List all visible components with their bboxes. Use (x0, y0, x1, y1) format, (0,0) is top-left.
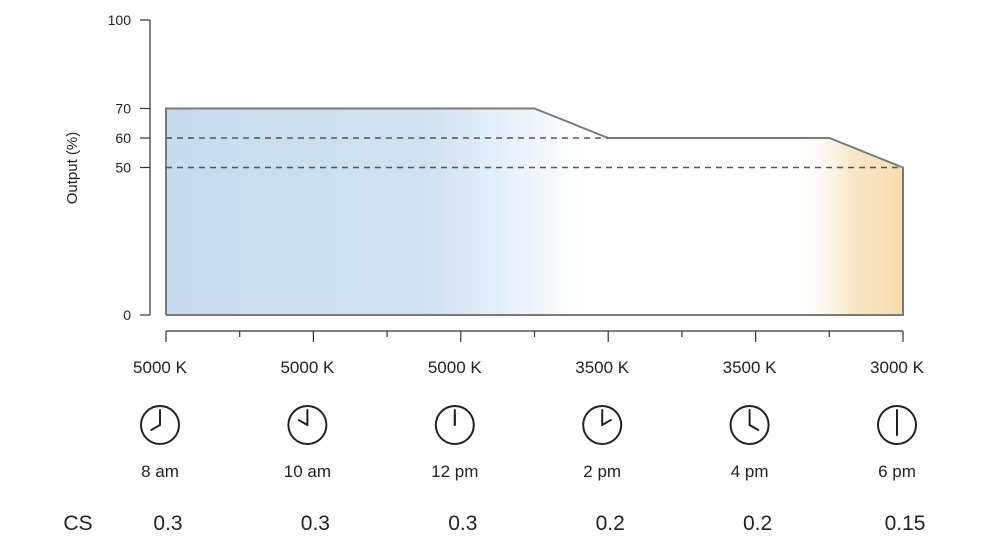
cs-value: 0.3 (448, 512, 477, 535)
clock-hour-hand (150, 424, 161, 431)
y-axis-label: Output (%) (64, 132, 81, 205)
cs-value: 0.15 (885, 512, 926, 535)
time-label: 4 pm (731, 462, 769, 481)
clock-hour-hand (748, 424, 760, 431)
time-label: 10 am (284, 462, 331, 481)
x-tick-label: 3500 K (723, 358, 778, 377)
cs-value: 0.3 (301, 512, 330, 535)
clock-icon (729, 405, 770, 445)
output-area-outline (165, 107, 904, 316)
clock-icon (140, 405, 180, 445)
x-tick-label: 5000 K (280, 358, 335, 377)
output-area-fill (166, 108, 903, 315)
cs-value: 0.2 (596, 512, 625, 535)
time-label: 12 pm (431, 462, 478, 481)
y-tick-label: 70 (115, 101, 131, 117)
time-label: 2 pm (583, 462, 621, 481)
clock-icon (877, 405, 917, 445)
time-label: 8 am (141, 462, 179, 481)
clock-icon (434, 405, 475, 445)
y-tick-label: 100 (108, 12, 132, 28)
x-tick-label: 5000 K (428, 358, 483, 377)
cs-value: 0.2 (743, 512, 772, 535)
x-tick-label: 3000 K (870, 358, 925, 377)
cs-value: 0.3 (153, 512, 182, 535)
clock-icon (287, 405, 328, 445)
clock-icon (582, 405, 623, 445)
clock-hour-hand (601, 419, 612, 426)
y-tick-label: 60 (115, 130, 131, 146)
clock-hour-hand (297, 419, 309, 426)
time-label: 6 pm (878, 462, 916, 481)
x-tick-label: 3500 K (575, 358, 630, 377)
cs-row-label: CS (63, 512, 92, 535)
y-tick-label: 50 (115, 160, 131, 176)
x-tick-label: 5000 K (133, 358, 188, 377)
y-tick-label: 0 (123, 307, 131, 323)
